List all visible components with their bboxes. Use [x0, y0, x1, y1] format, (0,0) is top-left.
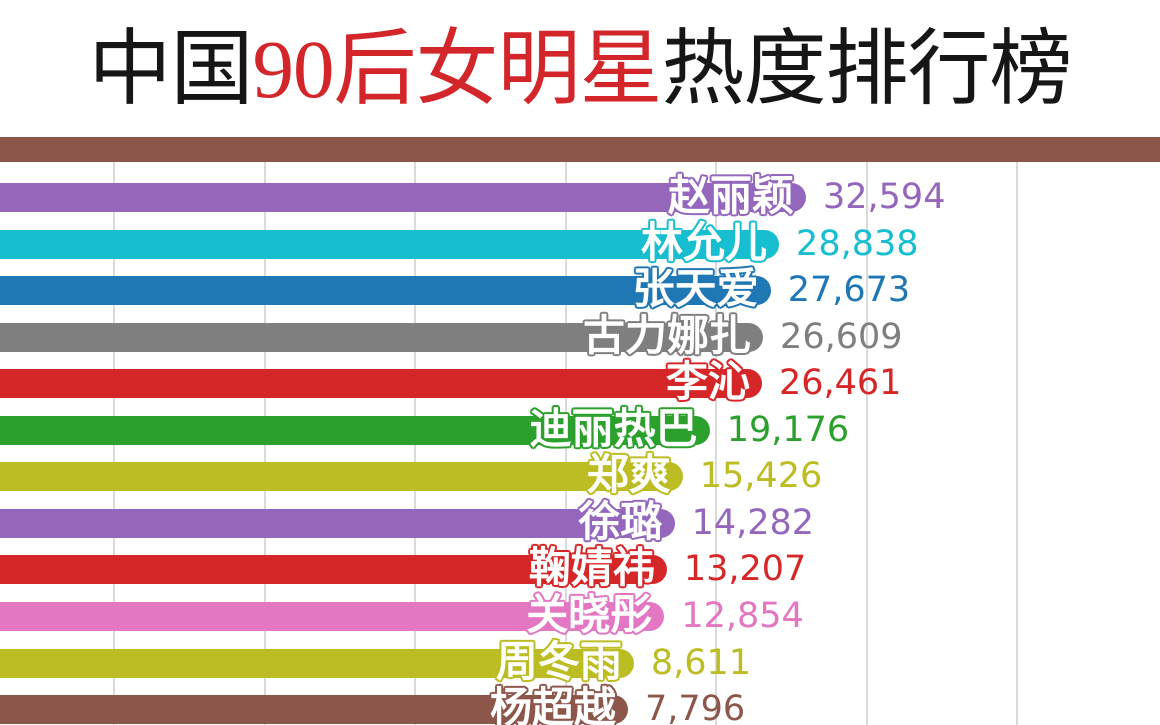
bar: 关晓彤	[0, 593, 665, 635]
bar-value: 28,838	[796, 223, 919, 264]
bar: 周冬雨	[0, 640, 634, 682]
gridline	[865, 162, 868, 725]
bar-value: 13,207	[683, 549, 807, 590]
bar: 徐璐	[0, 500, 675, 542]
bar-label: 郑爽	[586, 450, 671, 500]
bar-label: 徐璐	[578, 496, 663, 546]
bar-value: 26,461	[778, 363, 902, 404]
bar: 鞠婧祎	[0, 547, 667, 589]
bar: 林允儿	[0, 221, 780, 263]
gridline	[1016, 162, 1018, 725]
bar: 迪丽热巴	[0, 407, 710, 449]
bar-value: 15,426	[699, 456, 823, 497]
bar-label: 张天爱	[632, 264, 759, 314]
bar-label: 杨超越	[489, 683, 616, 725]
bar-label: 古力娜扎	[583, 310, 752, 360]
bar-value: 27,673	[787, 270, 911, 311]
bar-label: 周冬雨	[495, 636, 622, 686]
title-part-left: 中国	[88, 23, 254, 115]
bar-label: 赵丽颖	[667, 171, 794, 220]
title-part-right: 热度排行榜	[661, 23, 1073, 115]
bar-value: 19,176	[726, 409, 850, 450]
bar: 郑爽	[0, 454, 683, 496]
bar-label: 关晓彤	[526, 589, 653, 639]
bar-label: 李沁	[665, 357, 750, 407]
top-band	[0, 137, 1160, 162]
bar: 赵丽颖	[0, 175, 806, 217]
page-title: 中国90后女明星热度排行榜	[0, 23, 1160, 115]
bar-value: 8,611	[650, 642, 752, 683]
bar: 张天爱	[0, 268, 771, 310]
bar-value: 26,609	[780, 316, 903, 357]
bar-value: 12,854	[681, 595, 804, 636]
title-part-accent: 90后女明星	[252, 23, 663, 115]
bar-label: 鞠婧祎	[528, 543, 655, 593]
bar: 古力娜扎	[0, 314, 764, 356]
bar-value: 7,796	[645, 689, 746, 725]
bar: 李沁	[0, 361, 762, 403]
bar-value: 14,282	[691, 502, 815, 543]
bar-label: 迪丽热巴	[529, 403, 698, 453]
bar: 杨超越	[0, 687, 628, 725]
bar-label: 林允儿	[641, 217, 768, 267]
bar-value: 32,594	[823, 177, 946, 217]
gridline	[715, 162, 717, 725]
